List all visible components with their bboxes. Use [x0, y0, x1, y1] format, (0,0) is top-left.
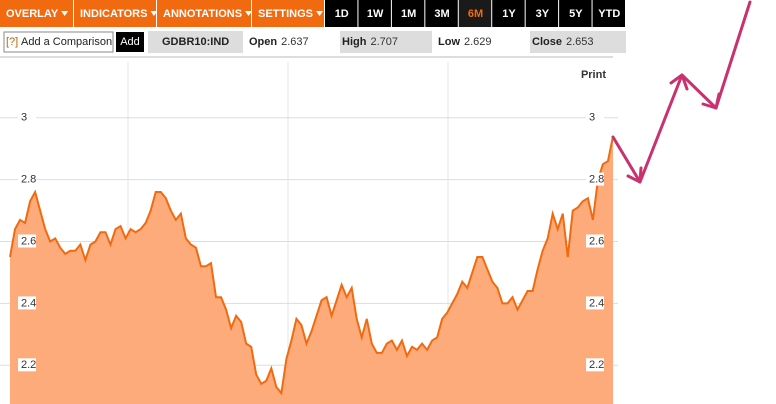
menu-button[interactable]: SETTINGS [252, 0, 324, 27]
period-button[interactable]: 3M [425, 0, 458, 27]
menu-label: OVERLAY [6, 8, 59, 20]
period-button[interactable]: 1Y [492, 0, 525, 27]
ticker: GDBR10:IND [162, 36, 229, 48]
period-button[interactable]: 3Y [525, 0, 559, 27]
comparison-input[interactable] [3, 31, 114, 53]
menu-bg [252, 0, 324, 27]
low-value: 2.629 [464, 36, 492, 48]
period-bg [592, 0, 625, 27]
annotation-arrow [611, 0, 752, 184]
print-link[interactable]: Print [581, 69, 606, 81]
period-label: 5Y [569, 8, 583, 20]
tick-label-box [18, 296, 36, 310]
tick-label-box [586, 358, 604, 372]
dropdown-arrow [150, 11, 158, 16]
period-label: 1Y [502, 8, 516, 20]
period-button[interactable]: 1W [358, 0, 391, 27]
y-tick-label-left: 2.4 [21, 297, 36, 309]
low-label: Low [438, 36, 460, 48]
tick-label-box [586, 172, 604, 186]
close-bg [530, 31, 626, 53]
period-button[interactable]: 5Y [559, 0, 592, 27]
tick-label-box [586, 234, 604, 248]
dropdown-arrow [316, 11, 324, 16]
tick-label-box [18, 358, 36, 372]
y-tick-label-right: 2.8 [589, 174, 604, 186]
tick-label-box [586, 296, 604, 310]
menu-label: INDICATORS [80, 8, 147, 20]
help-icon[interactable]: [?] [6, 36, 18, 48]
y-tick-label-right: 2.2 [589, 359, 604, 371]
y-tick-label-left: 2.6 [21, 235, 36, 247]
period-label: 3Y [536, 8, 550, 20]
period-bg [358, 0, 391, 27]
dropdown-arrow [61, 11, 69, 16]
period-label: 6M [468, 8, 483, 20]
period-bg [325, 0, 358, 27]
close-label: Close [532, 36, 562, 48]
close-value: 2.653 [566, 36, 594, 48]
period-label: 3M [434, 8, 449, 20]
high-value: 2.707 [370, 36, 398, 48]
y-tick-label-right: 2.6 [589, 235, 604, 247]
menu-button[interactable]: OVERLAY [0, 0, 73, 27]
period-button[interactable]: 6M [458, 0, 492, 27]
add-button[interactable]: Add [120, 36, 140, 48]
comparison-placeholder: Add a Comparison [21, 36, 112, 48]
period-bg [559, 0, 592, 27]
period-bg [425, 0, 458, 27]
area-fill [10, 136, 613, 404]
y-tick-label-left: 2.8 [21, 174, 36, 186]
period-label: 1W [367, 8, 384, 20]
open-value: 2.637 [281, 36, 309, 48]
tick-label-box [18, 110, 36, 124]
price-line [9, 136, 614, 396]
period-label: YTD [598, 8, 620, 20]
period-label: 1M [401, 8, 416, 20]
period-bg [492, 0, 525, 27]
ticker-bg [148, 31, 243, 53]
period-button[interactable]: 1M [391, 0, 425, 27]
open-label: Open [249, 36, 277, 48]
period-button[interactable]: 1D [325, 0, 358, 27]
period-bg [458, 0, 492, 27]
menu-button[interactable]: ANNOTATIONS [157, 0, 253, 27]
ui: OVERLAY INDICATORS ANNOTATIONS SETTINGS 1D 1W… [0, 0, 626, 53]
plot: 2.2 2.2 2.4 2.4 2.6 2.6 2.8 2.8 3 3 [9, 110, 614, 404]
period-bg [391, 0, 425, 27]
period-bg [525, 0, 559, 27]
menu-label: SETTINGS [258, 8, 313, 20]
menu-button[interactable]: INDICATORS [74, 0, 158, 27]
y-tick-label-left: 3 [21, 112, 27, 124]
menu-bg [0, 0, 73, 27]
menu-bg [157, 0, 251, 27]
tick-label-box [586, 110, 604, 124]
period-label: 1D [335, 8, 349, 20]
menu-bg [74, 0, 156, 27]
add-button-bg[interactable] [116, 32, 144, 52]
y-tick-label-right: 3 [589, 112, 595, 124]
tick-label-box [18, 172, 36, 186]
period-button[interactable]: YTD [592, 0, 625, 27]
high-bg [340, 31, 432, 53]
tick-label-box [18, 234, 36, 248]
y-tick-label-left: 2.2 [21, 359, 36, 371]
quote-bar: [?] Add a Comparison Add GDBR10:IND Open 2.63… [3, 31, 626, 53]
menu-label: ANNOTATIONS [163, 8, 242, 20]
dropdown-arrow [245, 11, 253, 16]
y-tick-label-right: 2.4 [589, 297, 604, 309]
high-label: High [342, 36, 367, 48]
